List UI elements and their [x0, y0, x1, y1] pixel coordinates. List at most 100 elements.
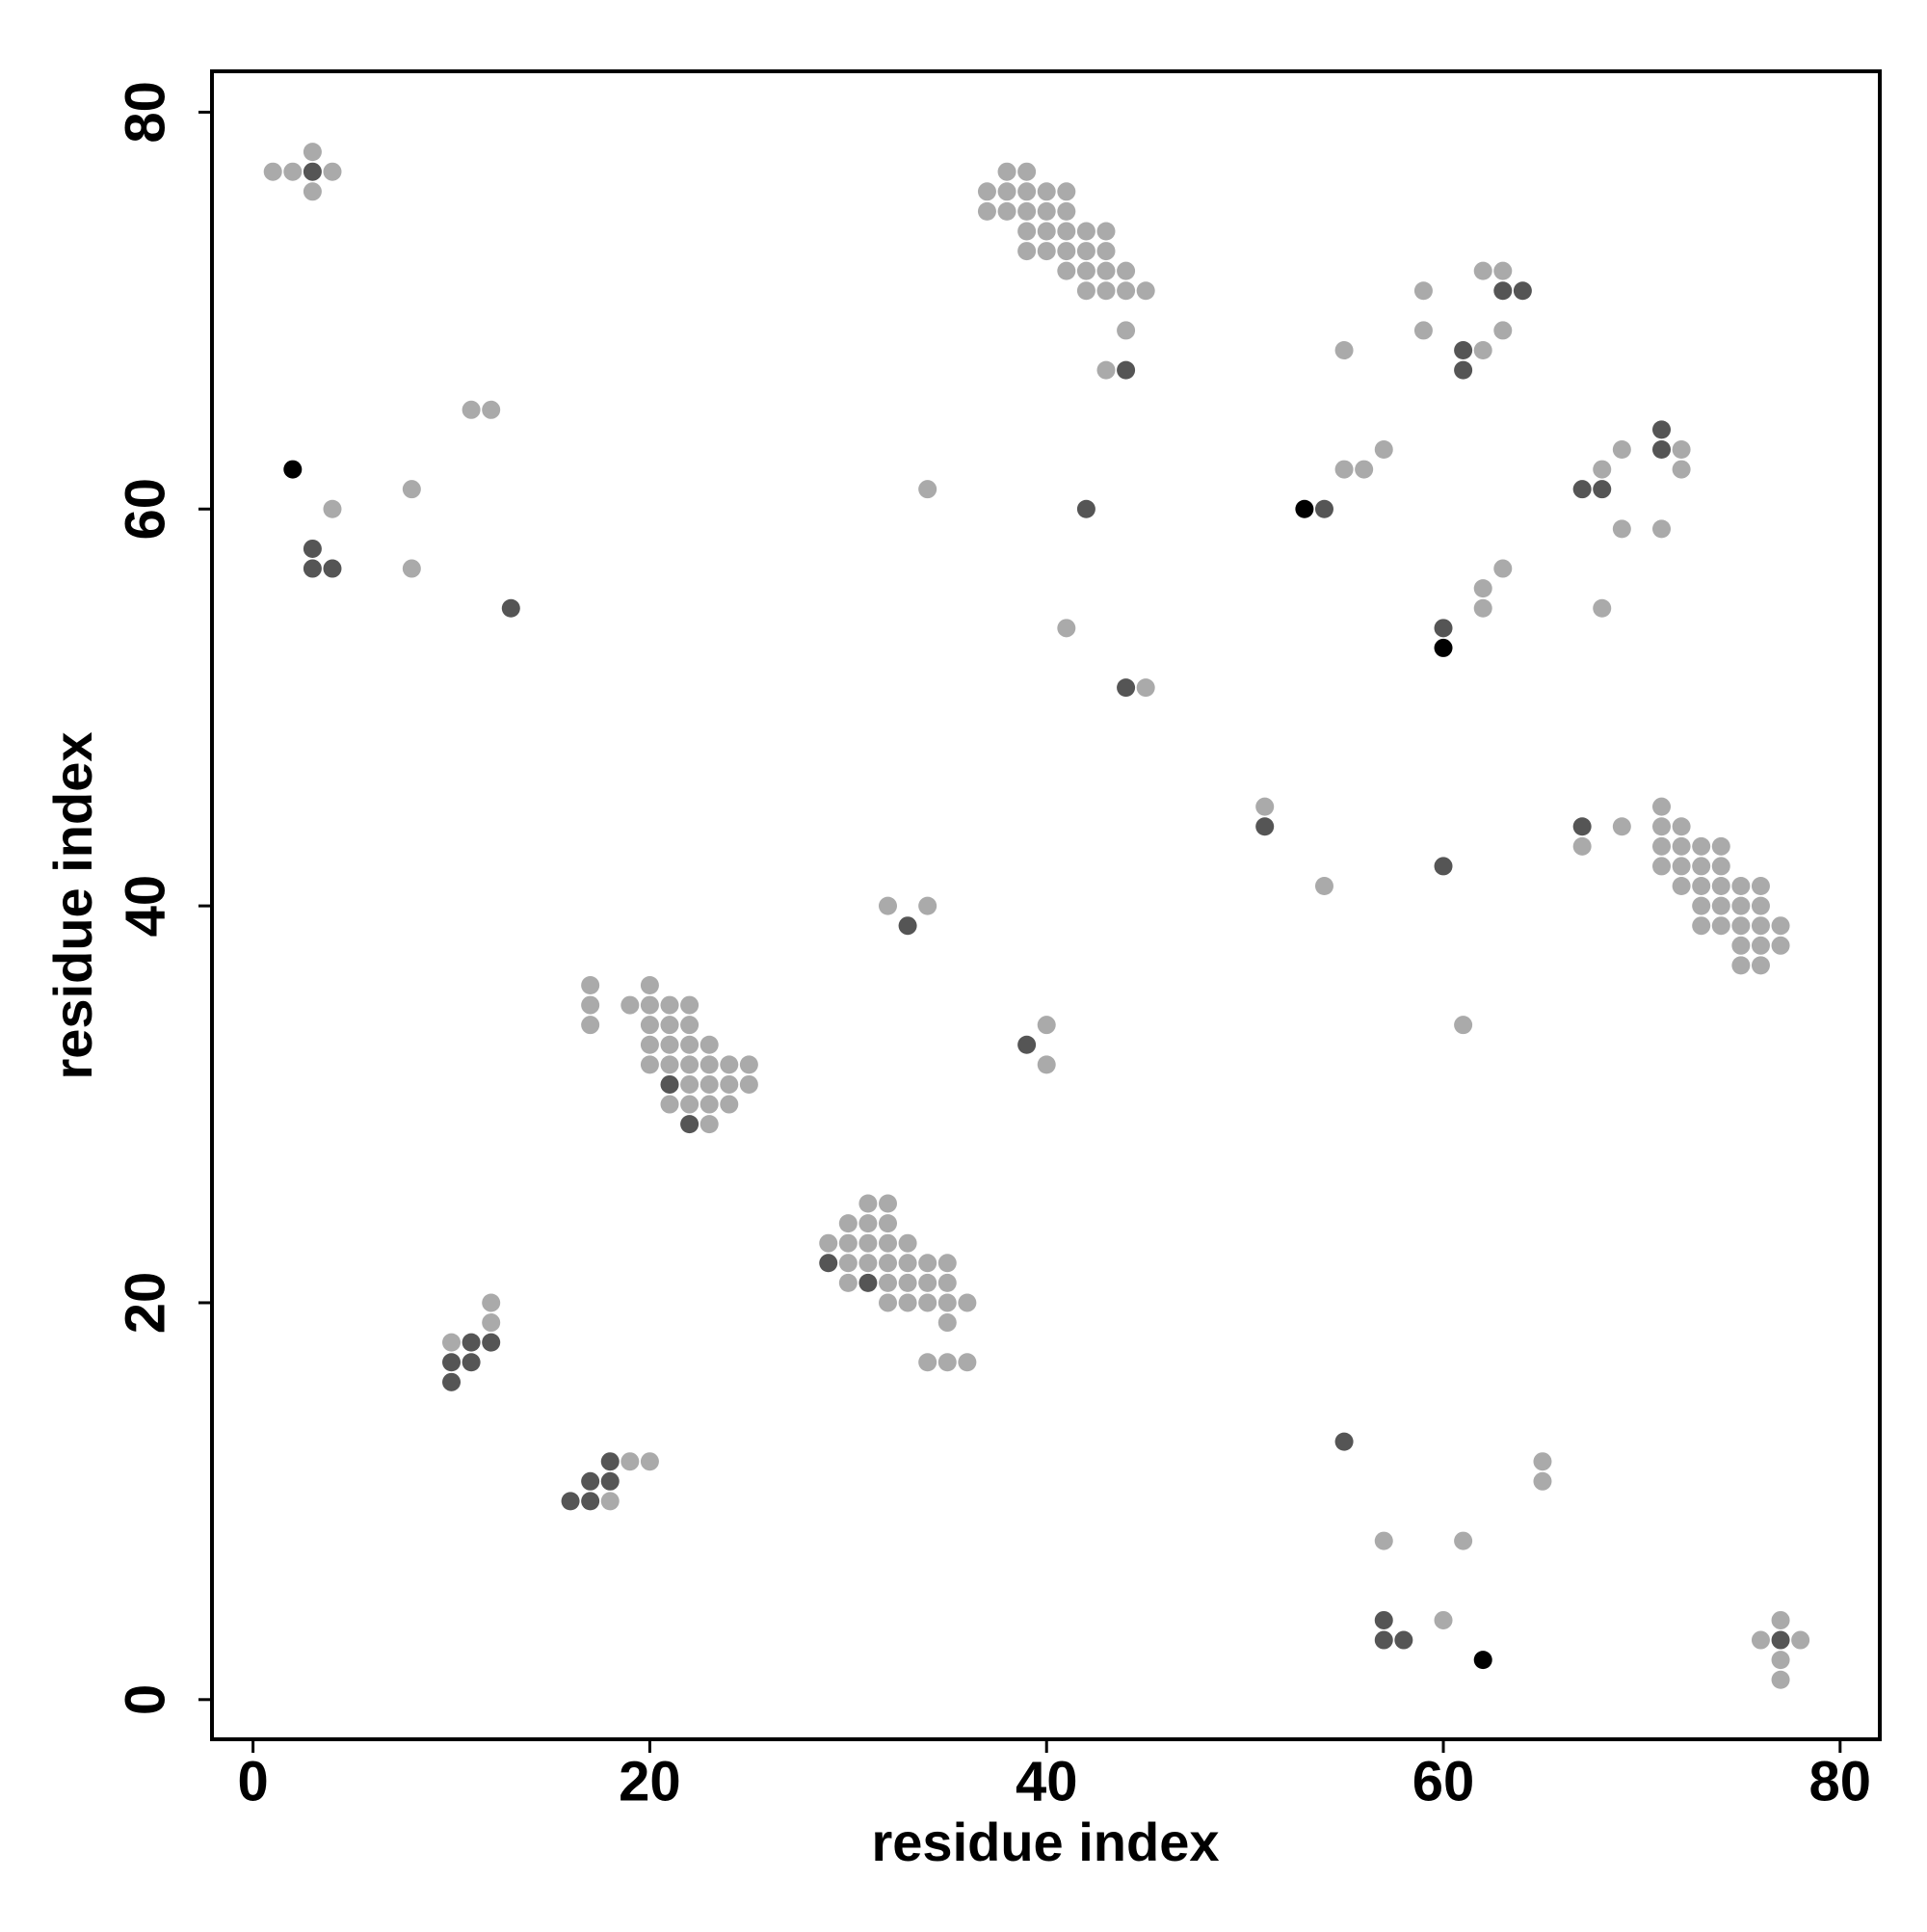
- contact-point: [1751, 896, 1770, 915]
- contact-point: [1117, 281, 1136, 301]
- contact-point: [303, 143, 322, 162]
- contact-point: [462, 400, 481, 419]
- contact-point: [600, 1471, 620, 1491]
- contact-point: [620, 1452, 640, 1471]
- contact-point: [997, 162, 1016, 181]
- contact-point: [1117, 261, 1136, 280]
- contact-point: [303, 182, 322, 201]
- contact-point: [402, 559, 421, 578]
- contact-point: [977, 182, 996, 201]
- contact-point: [1037, 1016, 1056, 1035]
- contact-point: [819, 1233, 838, 1253]
- contact-point: [838, 1233, 858, 1253]
- contact-point: [581, 1492, 600, 1511]
- contact-point: [918, 480, 937, 499]
- contact-point: [1731, 936, 1751, 955]
- contact-point: [918, 1254, 937, 1273]
- contact-point: [1692, 916, 1711, 936]
- contact-point: [680, 1035, 700, 1054]
- contact-point: [1672, 439, 1691, 459]
- contact-point: [640, 1055, 659, 1074]
- contact-point: [1334, 341, 1354, 360]
- contact-point: [1593, 460, 1612, 479]
- contact-point: [1096, 281, 1116, 301]
- contact-point: [283, 162, 303, 181]
- y-axis-label: residue index: [42, 731, 103, 1079]
- y-tick-label: 60: [114, 478, 176, 541]
- contact-point: [1513, 281, 1532, 301]
- contact-point: [1751, 1630, 1770, 1650]
- contact-point: [1493, 559, 1513, 578]
- contact-point: [918, 1273, 937, 1292]
- contact-point: [1731, 916, 1751, 936]
- contact-point: [1652, 439, 1672, 459]
- contact-point: [1454, 1016, 1473, 1035]
- contact-point: [1593, 598, 1612, 618]
- contact-point: [1652, 836, 1672, 856]
- contact-point: [1434, 1610, 1453, 1629]
- contact-point: [1413, 321, 1433, 340]
- contact-point: [660, 1035, 679, 1054]
- contact-point: [739, 1074, 758, 1094]
- contact-point: [838, 1273, 858, 1292]
- contact-point: [680, 1115, 700, 1134]
- contact-point: [1334, 1432, 1354, 1451]
- contact-point: [1037, 242, 1056, 261]
- contact-point: [640, 1452, 659, 1471]
- contact-point: [858, 1194, 878, 1213]
- contact-point: [879, 1194, 898, 1213]
- contact-point: [1037, 201, 1056, 221]
- contact-point: [1057, 261, 1076, 280]
- contact-point: [1136, 281, 1155, 301]
- contact-point: [1454, 360, 1473, 380]
- contact-point: [1692, 896, 1711, 915]
- contact-point: [283, 460, 303, 479]
- contact-point: [898, 1254, 917, 1273]
- contact-point: [1711, 857, 1730, 876]
- contact-point: [660, 1095, 679, 1114]
- contact-point: [581, 975, 600, 994]
- contact-point: [700, 1074, 719, 1094]
- contact-point: [1771, 1670, 1790, 1689]
- contact-point: [937, 1254, 957, 1273]
- contact-point: [1117, 321, 1136, 340]
- contact-point: [600, 1452, 620, 1471]
- contact-point: [1672, 460, 1691, 479]
- contact-point: [561, 1492, 580, 1511]
- contact-point: [1136, 678, 1155, 698]
- contact-point: [323, 559, 342, 578]
- contact-point: [600, 1492, 620, 1511]
- contact-point: [997, 182, 1016, 201]
- contact-point: [700, 1095, 719, 1114]
- contact-point: [303, 559, 322, 578]
- contact-point: [1374, 1630, 1393, 1650]
- contact-point: [720, 1074, 739, 1094]
- contact-point: [1076, 222, 1095, 241]
- contact-point: [1314, 877, 1333, 896]
- contact-point: [442, 1372, 462, 1391]
- contact-point: [581, 1471, 600, 1491]
- contact-point: [1711, 916, 1730, 936]
- plot-frame: [210, 69, 1882, 1741]
- contact-point: [482, 1293, 501, 1312]
- contact-point: [323, 499, 342, 518]
- contact-point: [1374, 1531, 1393, 1550]
- contact-point: [898, 1273, 917, 1292]
- contact-point: [937, 1353, 957, 1372]
- contact-point: [1076, 242, 1095, 261]
- x-tick-label: 60: [1412, 1750, 1475, 1813]
- contact-point: [879, 1233, 898, 1253]
- contact-point: [898, 1293, 917, 1312]
- contact-point: [1572, 480, 1592, 499]
- contact-point: [1493, 281, 1513, 301]
- contact-point: [323, 162, 342, 181]
- contact-point: [1255, 797, 1275, 816]
- y-tick-label: 80: [114, 81, 176, 144]
- contact-point: [1096, 242, 1116, 261]
- contact-point: [1096, 261, 1116, 280]
- contact-point: [1771, 916, 1790, 936]
- x-tick-label: 20: [619, 1750, 681, 1813]
- contact-point: [879, 1273, 898, 1292]
- contact-point: [898, 1233, 917, 1253]
- contact-point: [1355, 460, 1374, 479]
